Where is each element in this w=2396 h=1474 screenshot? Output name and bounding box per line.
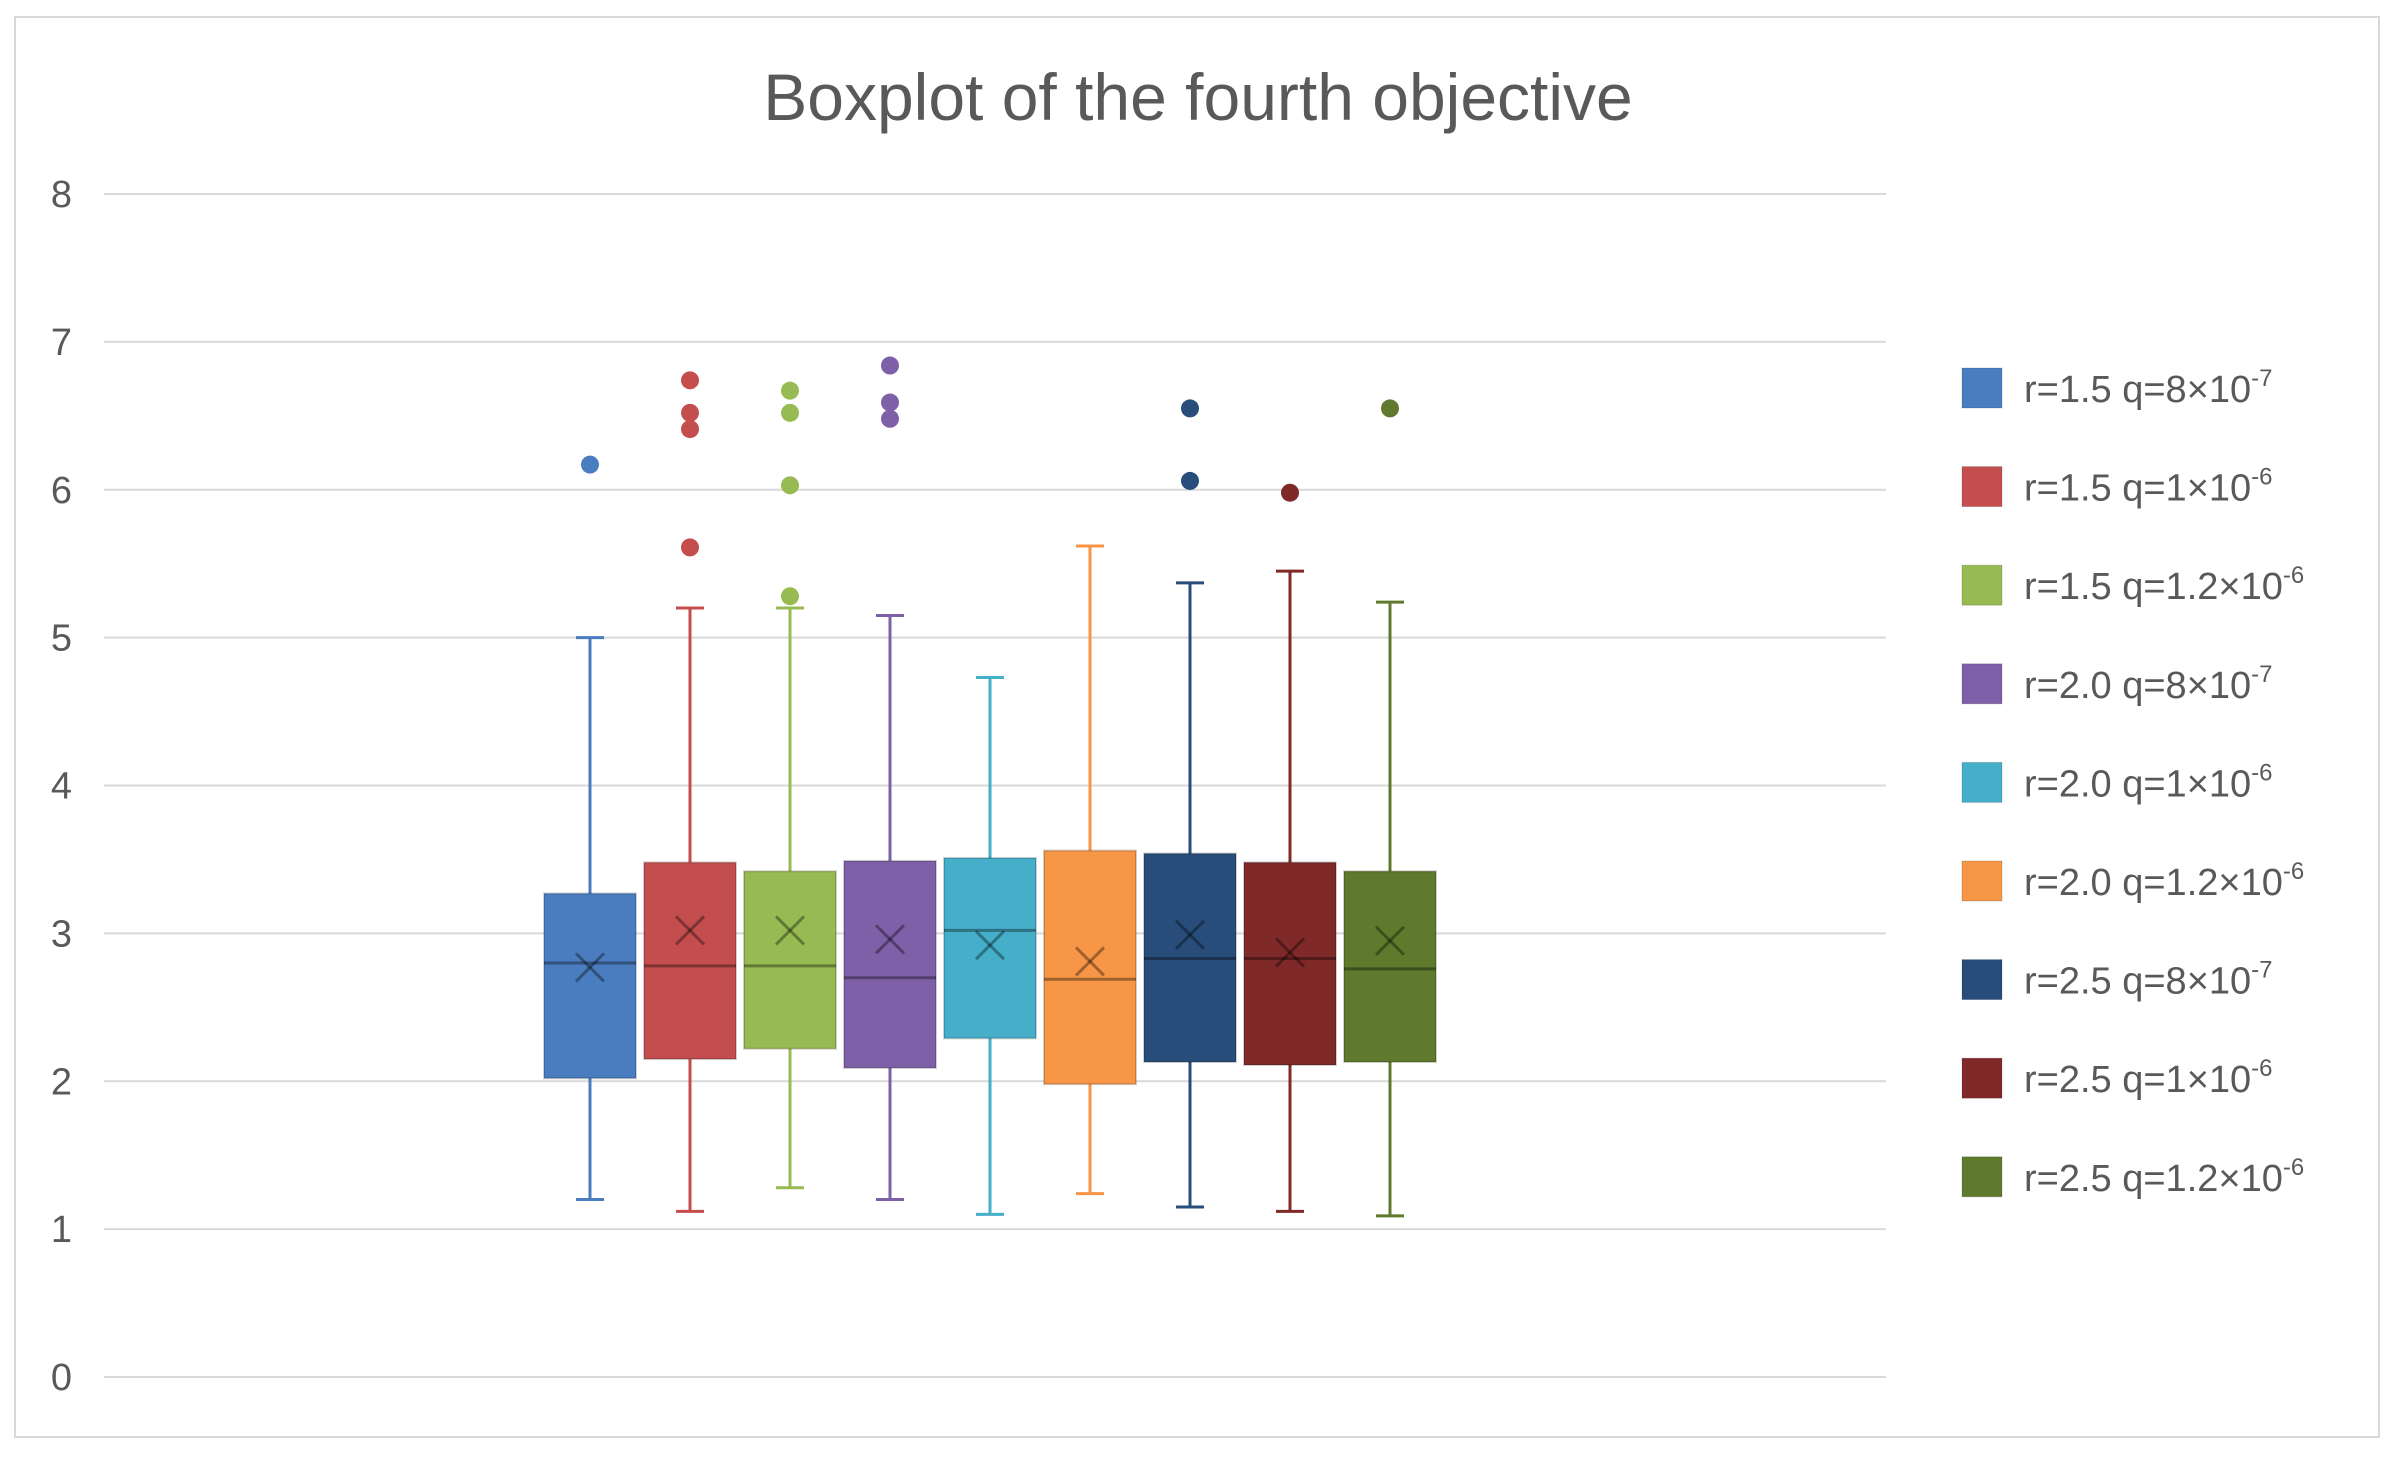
mean-marker: [1174, 919, 1206, 950]
legend-swatch: [1961, 1057, 2003, 1099]
legend-swatch: [1961, 1156, 2003, 1198]
y-tick-label: 4: [51, 766, 72, 808]
outlier-point: [881, 356, 899, 375]
legend-entry: r=2.5 q=8×10-7: [1961, 957, 2273, 1003]
outlier-point: [781, 403, 799, 422]
box: [1043, 849, 1137, 1086]
legend-label: r=2.5 q=1.2×10-6: [2024, 1154, 2304, 1200]
mean-marker: [674, 915, 706, 946]
box: [1343, 870, 1437, 1064]
legend-swatch: [1961, 367, 2003, 409]
y-tick-label: 8: [51, 174, 72, 216]
outlier-point: [1181, 471, 1199, 490]
outlier-point: [881, 409, 899, 428]
legend-entry: r=2.0 q=1×10-6: [1961, 759, 2273, 805]
y-tick-label: 6: [51, 470, 72, 512]
box-series-9: [1343, 399, 1437, 1218]
legend-entry: r=1.5 q=1.2×10-6: [1961, 562, 2304, 608]
box-series-6: [1043, 544, 1137, 1196]
mean-marker: [1074, 946, 1106, 977]
outlier-point: [681, 420, 699, 439]
legend-label: r=2.5 q=1×10-6: [2024, 1055, 2273, 1101]
box: [1143, 852, 1237, 1064]
box-series-4: [843, 356, 937, 1202]
chart-title: Boxplot of the fourth objective: [763, 60, 1633, 134]
legend-swatch: [1961, 663, 2003, 705]
legend-entry: r=2.0 q=8×10-7: [1961, 661, 2273, 707]
legend-entry: r=1.5 q=8×10-7: [1961, 365, 2273, 411]
legend-label: r=1.5 q=8×10-7: [2024, 365, 2273, 411]
box: [943, 856, 1037, 1040]
outlier-point: [1281, 483, 1299, 502]
outlier-point: [681, 403, 699, 422]
mean-marker: [874, 924, 906, 955]
y-tick-label: 3: [51, 913, 72, 955]
y-tick-label: 0: [51, 1357, 72, 1399]
legend-label: r=2.0 q=8×10-7: [2024, 661, 2273, 707]
outlier-point: [681, 538, 699, 557]
y-tick-label: 2: [51, 1061, 72, 1103]
legend-entry: r=2.5 q=1.2×10-6: [1961, 1154, 2304, 1200]
legend-entry: r=1.5 q=1×10-6: [1961, 464, 2273, 510]
outlier-point: [781, 381, 799, 400]
legend: r=1.5 q=8×10-7 r=1.5 q=1×10-6 r=1.5 q=1.2×…: [1961, 365, 2304, 1200]
outlier-point: [781, 476, 799, 495]
legend-label: r=2.0 q=1.2×10-6: [2024, 858, 2304, 904]
mean-marker: [974, 930, 1006, 961]
legend-label: r=2.0 q=1×10-6: [2024, 759, 2273, 805]
legend-swatch: [1961, 860, 2003, 902]
box: [543, 892, 637, 1080]
box-series-5: [943, 676, 1037, 1216]
y-axis-tick-labels: 0 1 2 3 4 5 6 7 8: [51, 174, 72, 1399]
box-series-7: [1143, 399, 1237, 1209]
legend-entry: r=2.0 q=1.2×10-6: [1961, 858, 2304, 904]
legend-label: r=1.5 q=1.2×10-6: [2024, 562, 2304, 608]
y-tick-label: 7: [51, 322, 72, 364]
y-tick-label: 5: [51, 618, 72, 660]
legend-label: r=1.5 q=1×10-6: [2024, 464, 2273, 510]
box-series: [543, 356, 1437, 1218]
legend-label: r=2.5 q=8×10-7: [2024, 957, 2273, 1003]
mean-marker: [774, 915, 806, 946]
legend-swatch: [1961, 761, 2003, 803]
outlier-point: [681, 371, 699, 390]
box: [743, 870, 837, 1050]
box-series-3: [743, 381, 837, 1190]
chart-area: [14, 16, 2380, 1438]
outlier-point: [881, 393, 899, 412]
box-series-2: [643, 371, 737, 1213]
outlier-point: [1381, 399, 1399, 418]
mean-marker: [1274, 937, 1306, 968]
box: [843, 859, 937, 1069]
outlier-point: [781, 587, 799, 606]
box-series-8: [1243, 483, 1337, 1213]
legend-swatch: [1961, 466, 2003, 508]
box-series-1: [543, 455, 637, 1202]
box: [1243, 861, 1337, 1066]
legend-swatch: [1961, 564, 2003, 606]
outlier-point: [581, 455, 599, 474]
mean-marker: [1374, 925, 1406, 956]
box: [643, 861, 737, 1061]
legend-entry: r=2.5 q=1×10-6: [1961, 1055, 2273, 1101]
mean-marker: [574, 952, 606, 983]
legend-swatch: [1961, 959, 2003, 1001]
y-tick-label: 1: [51, 1209, 72, 1251]
outlier-point: [1181, 399, 1199, 418]
gridlines: [104, 193, 1886, 1378]
